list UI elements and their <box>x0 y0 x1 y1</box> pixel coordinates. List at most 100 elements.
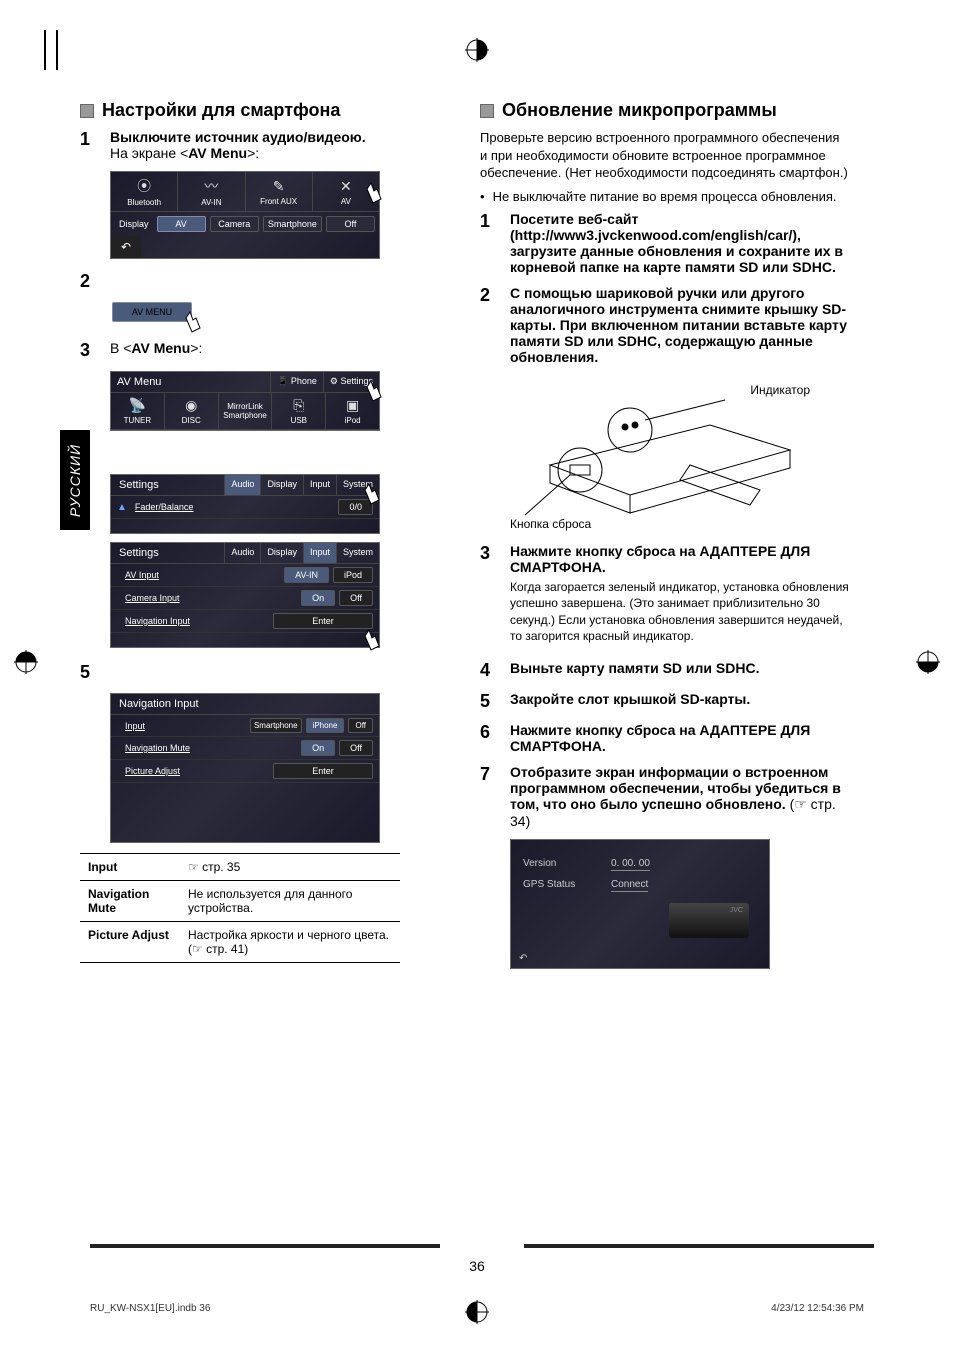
crop-mark <box>56 30 58 70</box>
step-number: 3 <box>480 543 498 650</box>
reference-table: Input☞ стр. 35 Navigation MuteНе использ… <box>80 853 400 963</box>
enter-button[interactable]: Enter <box>273 763 373 779</box>
step-number: 4 <box>80 443 98 464</box>
nav-input-label: Navigation Input <box>117 616 269 626</box>
heading-bullet-icon <box>80 104 94 118</box>
step-number: 6 <box>480 722 498 754</box>
step-text: Нажмите кнопку сброса на АДАПТЕРЕ ДЛЯ СМ… <box>510 722 850 754</box>
version-key: Version <box>523 858 593 871</box>
table-value: ☞ стр. 35 <box>180 854 400 881</box>
off-value[interactable]: Off <box>339 740 373 756</box>
step-text: Нажмите кнопку сброса на АДАПТЕРЕ ДЛЯ СМ… <box>510 543 850 575</box>
intro-text: Проверьте версию встроенного программног… <box>480 129 850 182</box>
step-number: 7 <box>480 764 498 829</box>
bullet-text: Не выключайте питание во время процесса … <box>493 188 837 206</box>
av-button[interactable]: AV <box>157 216 206 232</box>
step-number: 5 <box>80 662 98 683</box>
ui-screenshot-av-menu: AV Menu 📱 Phone ⚙ Settings 📡TUNER ◉DISC … <box>110 371 380 431</box>
on-value[interactable]: On <box>301 740 335 756</box>
step-text: С помощью шариковой ручки или другого ан… <box>510 285 850 365</box>
off-value[interactable]: Off <box>339 590 373 606</box>
divider-line <box>524 1244 874 1248</box>
camera-input-label: Camera Input <box>117 593 297 603</box>
smartphone-value[interactable]: Smartphone <box>250 718 302 733</box>
avin-icon: 〰 <box>204 176 218 196</box>
back-button[interactable]: ↶ <box>519 953 527 964</box>
ipod-value[interactable]: iPod <box>333 567 373 583</box>
ui-screenshot-settings-audio: Settings Audio Display Input System ▲ Fa… <box>110 474 380 534</box>
section-heading: Настройки для смартфона <box>102 100 340 121</box>
step-subtext: На экране <AV Menu>: <box>110 145 450 161</box>
enter-button[interactable]: Enter <box>273 613 373 629</box>
step-text: Выньте карту памяти SD или SDHC. <box>510 660 850 681</box>
footer-right: 4/23/12 12:54:36 PM <box>771 1303 864 1314</box>
right-column: Обновление микропрограммы Проверьте верс… <box>480 100 850 969</box>
step-subtext: Когда загорается зеленый индикатор, уста… <box>510 579 850 644</box>
divider-line <box>90 1244 440 1248</box>
ipod-icon: ▣ <box>346 397 359 414</box>
input-tab[interactable]: Input <box>303 543 336 563</box>
off-button[interactable]: Off <box>326 216 375 232</box>
step-text: Закройте слот крышкой SD-карты. <box>510 691 850 712</box>
display-tab[interactable]: Display <box>260 543 303 563</box>
device-illustration <box>669 903 749 938</box>
nav-icon: ↱ <box>866 955 874 966</box>
nav-mute-label: Navigation Mute <box>117 743 297 753</box>
aux-icon: ✎ <box>273 178 285 195</box>
step-number: 1 <box>80 129 98 161</box>
ui-screenshot-settings-input: Settings Audio Display Input System AV I… <box>110 542 380 648</box>
step-number: 2 <box>480 285 498 365</box>
screen-title: AV Menu <box>111 372 270 392</box>
system-tab[interactable]: System <box>336 543 379 563</box>
left-column: Настройки для смартфона 1 Выключите исто… <box>80 100 450 969</box>
av-input-label: AV Input <box>117 570 280 580</box>
step-number: 1 <box>480 211 498 275</box>
back-button[interactable]: ↶ <box>86 955 94 966</box>
audio-tab[interactable]: Audio <box>224 543 260 563</box>
input-tab[interactable]: Input <box>303 475 336 495</box>
registration-mark <box>916 650 940 674</box>
ui-screenshot-version: Version 0. 00. 00 GPS Status Connect ↶ <box>510 839 770 969</box>
step-text: Выключите источник аудио/видеою. <box>110 129 450 145</box>
screen-title: Settings <box>111 475 224 495</box>
gps-status-value: Connect <box>611 879 648 892</box>
hand-cursor-icon <box>359 479 389 509</box>
page-number: 36 <box>469 1258 485 1274</box>
page-footer: RU_KW-NSX1[EU].indb 36 4/23/12 12:54:36 … <box>90 1303 864 1314</box>
smartphone-button[interactable]: Smartphone <box>263 216 322 232</box>
audio-tab[interactable]: Audio <box>224 475 260 495</box>
bullet-icon: • <box>480 188 485 206</box>
gps-status-key: GPS Status <box>523 879 593 892</box>
hand-cursor-icon <box>361 376 391 406</box>
bluetooth-icon: ⦿ <box>137 176 151 196</box>
screen-title: Navigation Input <box>111 694 379 714</box>
version-value: 0. 00. 00 <box>611 858 650 871</box>
step-number: 5 <box>480 691 498 712</box>
step-number: 4 <box>480 660 498 681</box>
back-button[interactable]: ↶ <box>111 236 141 258</box>
hand-cursor-icon <box>359 625 389 655</box>
phone-tab[interactable]: 📱 Phone <box>270 372 323 392</box>
registration-mark <box>465 38 489 62</box>
table-key: Navigation Mute <box>80 881 180 922</box>
avin-value[interactable]: AV-IN <box>284 567 329 583</box>
device-diagram: Индикатор Кнопка сброса <box>510 375 810 535</box>
screen-title: Settings <box>111 543 224 563</box>
table-key: Input <box>80 854 180 881</box>
ui-screenshot-source-off: ⦿Bluetooth 〰AV-IN ✎Front AUX ✕AV Display… <box>110 171 380 259</box>
crop-mark <box>44 30 46 70</box>
camera-button[interactable]: Camera <box>210 216 259 232</box>
display-tab[interactable]: Display <box>260 475 303 495</box>
off-value[interactable]: Off <box>348 718 373 733</box>
input-label: Input <box>117 721 246 731</box>
iphone-value[interactable]: iPhone <box>306 718 345 733</box>
display-label: Display <box>113 217 155 231</box>
disc-icon: ◉ <box>185 397 197 414</box>
picture-adjust-label: Picture Adjust <box>117 766 269 776</box>
close-icon: ✕ <box>340 178 352 195</box>
step-number: 2 <box>80 271 98 292</box>
diagram-label-reset: Кнопка сброса <box>510 517 591 531</box>
on-value[interactable]: On <box>301 590 335 606</box>
section-heading: Обновление микропрограммы <box>502 100 777 121</box>
step-number: 3 <box>80 340 98 361</box>
